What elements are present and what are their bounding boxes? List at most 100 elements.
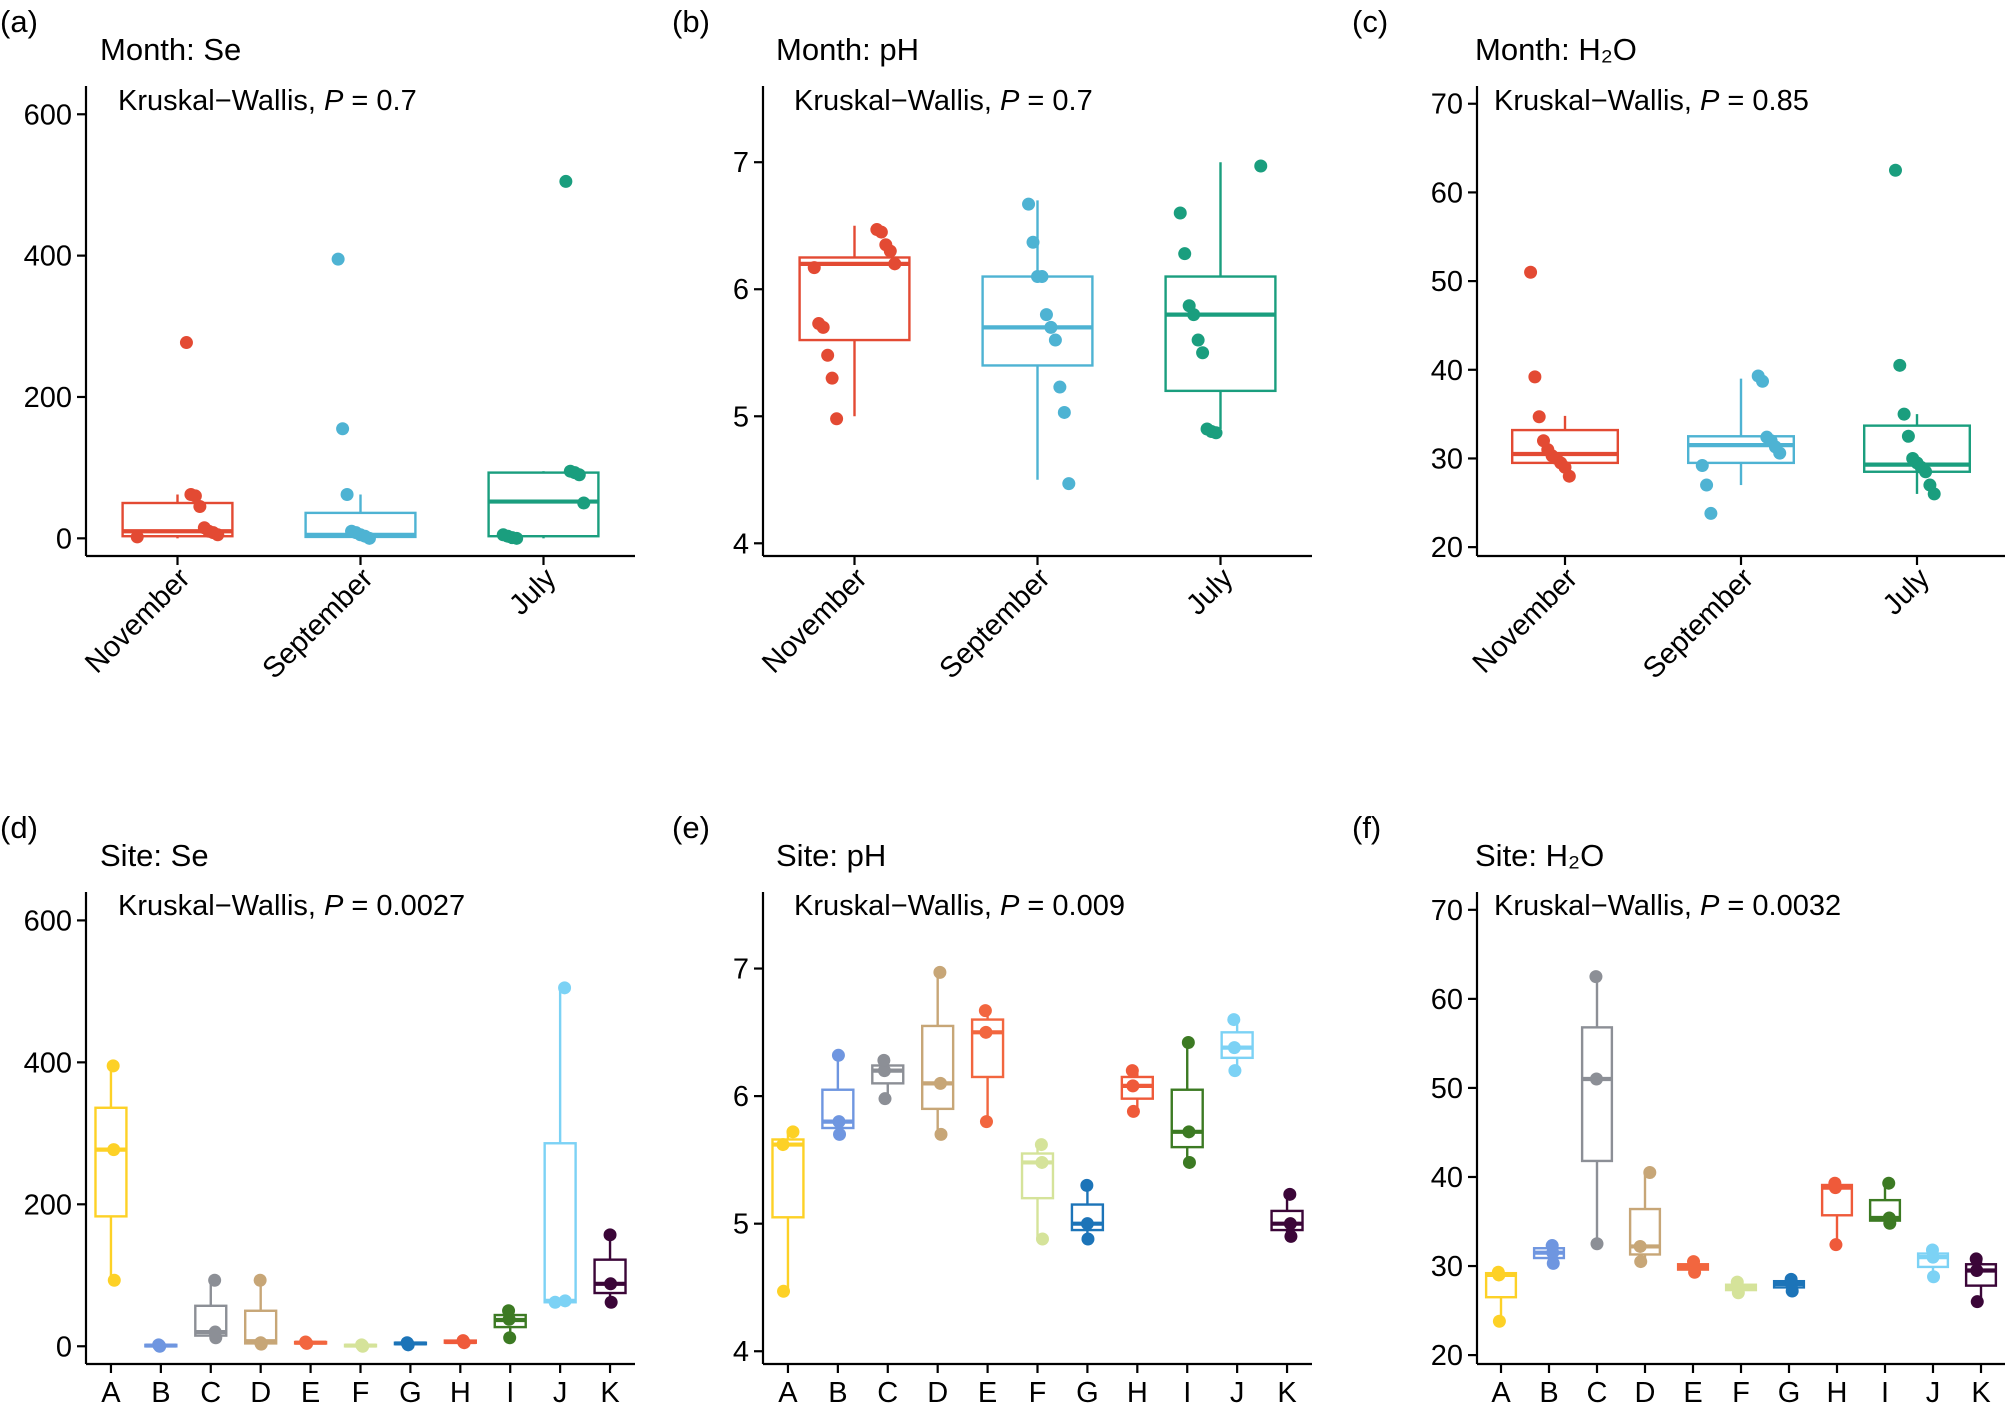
data-point bbox=[1182, 1125, 1196, 1139]
x-tick-label: G bbox=[1778, 1377, 1801, 1409]
x-tick-label: B bbox=[1539, 1377, 1558, 1409]
box-a bbox=[771, 1125, 805, 1298]
y-tick-label: 0 bbox=[56, 523, 72, 555]
data-point bbox=[107, 1273, 121, 1287]
data-point bbox=[1925, 1243, 1939, 1257]
data-point bbox=[1970, 1295, 1984, 1309]
data-point bbox=[208, 1325, 222, 1339]
data-point bbox=[1888, 163, 1902, 177]
y-tick-label: 600 bbox=[24, 905, 72, 937]
data-point bbox=[1882, 1211, 1896, 1225]
data-point bbox=[1039, 308, 1053, 322]
box-j bbox=[1916, 1243, 1950, 1284]
data-point bbox=[1081, 1232, 1095, 1246]
data-point bbox=[1546, 1256, 1560, 1270]
x-tick-label: B bbox=[151, 1377, 170, 1409]
data-point bbox=[1283, 1187, 1297, 1201]
data-point bbox=[870, 223, 884, 237]
box-november bbox=[1510, 265, 1619, 483]
box-j bbox=[543, 981, 577, 1309]
box-iqr bbox=[1170, 1088, 1204, 1149]
data-point bbox=[776, 1138, 790, 1152]
data-point bbox=[502, 1304, 516, 1318]
data-point bbox=[979, 1025, 993, 1039]
x-tick-label: F bbox=[1029, 1377, 1047, 1409]
box-e bbox=[1676, 1255, 1710, 1279]
data-point bbox=[1634, 1255, 1648, 1269]
data-point bbox=[1044, 320, 1058, 334]
x-tick-label: September bbox=[934, 562, 1057, 685]
panel-label: (e) bbox=[672, 810, 710, 845]
box-g bbox=[1772, 1272, 1806, 1298]
data-point bbox=[331, 252, 345, 266]
data-point bbox=[193, 500, 207, 514]
x-tick-label: I bbox=[506, 1377, 514, 1409]
data-point bbox=[152, 1338, 166, 1352]
x-tick-label: B bbox=[828, 1377, 847, 1409]
data-point bbox=[1590, 1237, 1604, 1251]
panel-e: (e) Site: pH Kruskal−Wallis, P = 0.009 4 5 6 7… bbox=[672, 810, 1312, 1409]
box-a bbox=[94, 1059, 128, 1287]
box-d bbox=[1628, 1166, 1662, 1269]
data-point bbox=[1545, 1239, 1559, 1253]
panel-title: Month: H₂O bbox=[1475, 32, 1637, 67]
data-point bbox=[1182, 299, 1196, 313]
panel-title: Site: pH bbox=[776, 838, 886, 873]
data-point bbox=[877, 1064, 891, 1078]
kruskal-wallis-annotation: Kruskal−Wallis, P = 0.009 bbox=[794, 890, 1125, 922]
data-point bbox=[1035, 1155, 1049, 1169]
data-point bbox=[184, 488, 198, 502]
y-tick-label: 20 bbox=[1431, 1340, 1463, 1372]
data-point bbox=[832, 1115, 846, 1129]
data-point bbox=[179, 336, 193, 350]
x-tick-label: E bbox=[978, 1377, 997, 1409]
box-iqr bbox=[981, 275, 1094, 367]
data-point bbox=[503, 1331, 517, 1345]
data-point bbox=[345, 524, 359, 538]
x-tick-label: G bbox=[399, 1377, 422, 1409]
y-tick-label: 20 bbox=[1431, 532, 1463, 564]
y-tick-label: 60 bbox=[1431, 984, 1463, 1016]
y-tick-label: 600 bbox=[24, 99, 72, 131]
data-point bbox=[821, 348, 835, 362]
data-point bbox=[978, 1004, 992, 1018]
box-i bbox=[493, 1304, 527, 1345]
panel-c: (c) Month: H₂O Kruskal−Wallis, P = 0.85 20 3… bbox=[1352, 4, 2005, 685]
x-tick-label: F bbox=[352, 1377, 370, 1409]
data-point bbox=[355, 1338, 369, 1352]
data-point bbox=[548, 1295, 562, 1309]
box-e bbox=[970, 1004, 1005, 1129]
data-point bbox=[1126, 1104, 1140, 1118]
box-b bbox=[1532, 1239, 1566, 1270]
data-point bbox=[1643, 1166, 1657, 1180]
box-november bbox=[798, 223, 911, 426]
y-tick-label: 30 bbox=[1431, 443, 1463, 475]
data-point bbox=[1254, 159, 1268, 173]
data-point bbox=[1730, 1275, 1744, 1289]
panel-title: Month: pH bbox=[776, 32, 919, 67]
data-point bbox=[1828, 1176, 1842, 1190]
x-tick-label: D bbox=[1635, 1377, 1656, 1409]
data-point bbox=[786, 1125, 800, 1139]
y-tick-label: 4 bbox=[733, 1336, 749, 1368]
data-point bbox=[253, 1273, 267, 1287]
x-tick-label: I bbox=[1183, 1377, 1191, 1409]
data-point bbox=[1034, 1138, 1048, 1152]
data-point bbox=[1906, 451, 1920, 465]
panel-title: Month: Se bbox=[100, 32, 241, 67]
x-tick-label: A bbox=[778, 1377, 798, 1409]
box-iqr bbox=[921, 1024, 955, 1111]
data-point bbox=[933, 965, 947, 979]
panel-a: (a) Month: Se Kruskal−Wallis, P = 0.7 0 200 4… bbox=[0, 4, 635, 685]
data-point bbox=[1125, 1064, 1139, 1078]
data-point bbox=[1182, 1155, 1196, 1169]
data-point bbox=[878, 1092, 892, 1106]
box-c bbox=[194, 1273, 228, 1345]
data-point bbox=[831, 1048, 845, 1062]
box-d bbox=[921, 965, 955, 1141]
x-tick-label: September bbox=[257, 562, 380, 685]
box-c bbox=[1580, 970, 1614, 1251]
data-point bbox=[1080, 1217, 1094, 1231]
data-point bbox=[1062, 477, 1076, 491]
